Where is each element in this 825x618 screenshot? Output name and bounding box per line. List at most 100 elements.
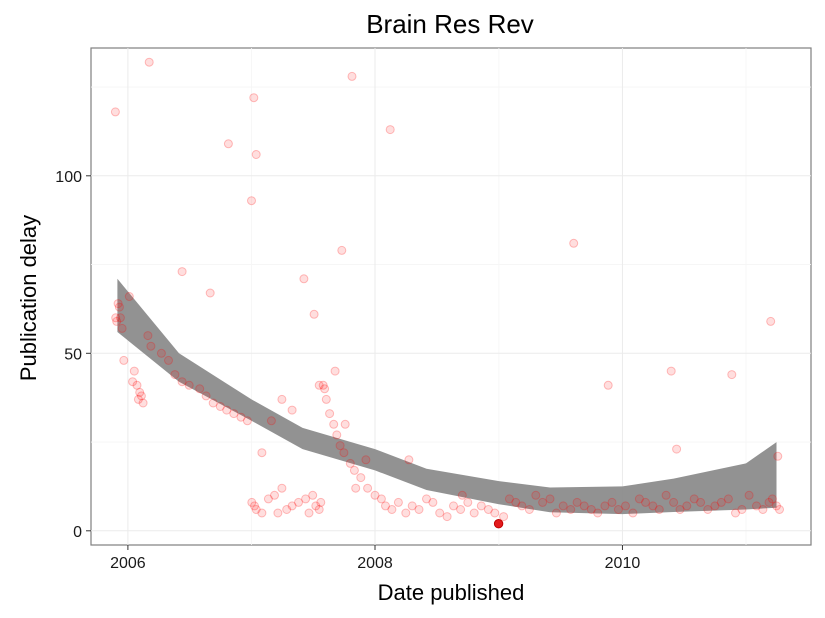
data-point (301, 494, 311, 504)
data-point (129, 366, 139, 376)
data-point (672, 444, 682, 454)
y-tick-label: 50 (64, 346, 82, 363)
data-point (329, 419, 339, 429)
data-point (138, 398, 148, 408)
data-point (249, 93, 259, 103)
data-point (321, 394, 331, 404)
data-point (143, 331, 153, 341)
data-point (476, 501, 486, 511)
data-point (773, 451, 783, 461)
data-point (111, 313, 121, 323)
data-point (266, 416, 276, 426)
data-point (727, 370, 737, 380)
data-point (177, 267, 187, 277)
data-point (669, 497, 679, 507)
data-point (311, 501, 321, 511)
data-point (309, 309, 319, 319)
data-point (716, 497, 726, 507)
data-point (703, 505, 713, 514)
data-point (277, 394, 287, 404)
data-point (314, 505, 324, 514)
data-point (593, 508, 603, 518)
data-point (696, 497, 706, 507)
data-point (435, 508, 445, 518)
x-axis-title: Date published (378, 580, 525, 605)
data-point (517, 501, 527, 511)
data-point (376, 494, 386, 504)
data-point (330, 366, 340, 376)
data-point (675, 505, 685, 514)
data-point (110, 107, 120, 117)
data-point (299, 274, 309, 284)
data-point (710, 501, 720, 511)
data-point (257, 448, 267, 458)
data-point (184, 380, 194, 390)
data-point (490, 508, 500, 518)
data-point (666, 366, 676, 376)
x-tick-label: 2008 (357, 555, 393, 572)
data-point (332, 430, 342, 440)
chart-title: Brain Res Rev (366, 9, 534, 39)
data-point (294, 497, 303, 507)
data-point (483, 505, 493, 514)
data-point (320, 384, 330, 394)
data-point (661, 490, 671, 500)
data-point (504, 494, 514, 504)
data-point (414, 505, 424, 514)
data-point (257, 508, 267, 518)
data-point (689, 494, 699, 504)
data-point (449, 501, 458, 511)
data-point (177, 377, 187, 387)
data-point (603, 380, 613, 390)
data-point (247, 196, 256, 206)
data-point (229, 409, 239, 419)
data-point (250, 501, 259, 511)
data-point (113, 299, 123, 309)
data-point (112, 316, 122, 326)
data-point (205, 288, 215, 298)
data-point (566, 505, 576, 514)
confidence-band (117, 278, 777, 515)
data-point (251, 150, 261, 159)
data-point (287, 501, 297, 511)
data-point (385, 125, 395, 135)
data-point (115, 313, 125, 323)
data-point (572, 497, 582, 507)
data-point (351, 483, 361, 493)
data-point (752, 501, 761, 511)
data-point (287, 405, 297, 415)
data-point (442, 512, 452, 522)
highlighted-data-point (493, 519, 504, 529)
data-point (345, 458, 355, 468)
data-point (144, 57, 154, 67)
data-point (136, 391, 146, 401)
x-axis: 2006 2008 2010 (110, 545, 640, 572)
data-point (236, 412, 246, 422)
data-point (545, 494, 555, 504)
data-point (621, 501, 630, 511)
data-point (356, 473, 366, 483)
data-point (273, 508, 283, 518)
data-point (600, 501, 610, 511)
data-point (401, 508, 411, 518)
data-point (370, 490, 380, 500)
data-point (569, 238, 579, 248)
data-point (146, 341, 156, 351)
data-point (586, 505, 596, 514)
data-point (223, 139, 233, 149)
data-point (339, 448, 349, 458)
panel-border (90, 47, 812, 546)
data-point (758, 505, 768, 514)
y-tick-label: 0 (73, 524, 82, 541)
data-point (607, 497, 617, 507)
data-point (114, 302, 124, 312)
data-point (682, 501, 692, 511)
data-point (387, 505, 397, 514)
data-point (767, 494, 777, 504)
data-point (119, 355, 129, 365)
data-point (164, 355, 173, 365)
plot-panel (90, 47, 812, 546)
data-point (457, 490, 467, 500)
data-point (135, 387, 145, 397)
data-point (641, 497, 650, 507)
